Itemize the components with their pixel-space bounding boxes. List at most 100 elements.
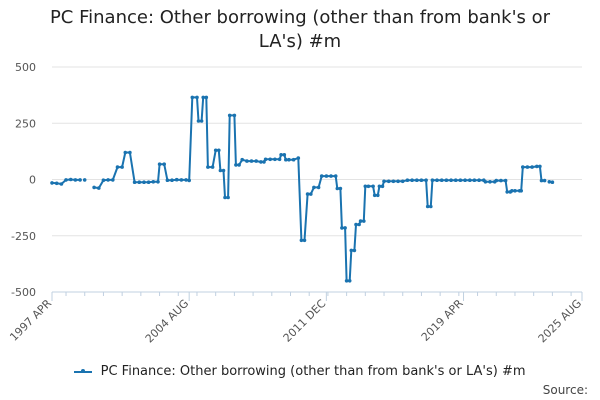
data-point[interactable] — [73, 178, 78, 182]
data-point[interactable] — [530, 165, 534, 169]
data-point[interactable] — [249, 159, 254, 163]
data-point[interactable] — [287, 157, 291, 162]
data-point[interactable] — [542, 178, 547, 183]
data-point[interactable] — [299, 238, 304, 243]
data-point[interactable] — [309, 192, 313, 196]
data-point[interactable] — [223, 195, 227, 200]
data-point[interactable] — [453, 178, 458, 182]
data-point[interactable] — [410, 178, 414, 182]
data-point[interactable] — [204, 95, 209, 100]
data-point[interactable] — [358, 219, 363, 223]
data-point[interactable] — [54, 181, 59, 186]
data-point[interactable] — [372, 193, 377, 198]
data-point[interactable] — [435, 178, 439, 182]
data-point[interactable] — [521, 165, 525, 169]
data-point[interactable] — [333, 174, 338, 178]
data-point[interactable] — [366, 184, 371, 189]
data-point[interactable] — [162, 162, 166, 166]
data-point[interactable] — [282, 153, 287, 157]
data-point[interactable] — [82, 178, 87, 182]
data-point[interactable] — [59, 182, 64, 186]
data-point[interactable] — [234, 163, 238, 167]
data-point[interactable] — [340, 226, 344, 230]
data-point[interactable] — [463, 178, 467, 182]
data-point[interactable] — [237, 163, 241, 167]
data-point[interactable] — [296, 156, 301, 160]
data-point[interactable] — [201, 95, 205, 100]
data-point[interactable] — [396, 179, 400, 184]
data-point[interactable] — [123, 150, 128, 155]
data-point[interactable] — [157, 162, 162, 166]
data-point[interactable] — [128, 150, 132, 155]
data-point[interactable] — [319, 174, 324, 178]
data-point[interactable] — [488, 180, 492, 184]
data-point[interactable] — [499, 178, 503, 183]
data-point[interactable] — [477, 178, 481, 182]
data-point[interactable] — [338, 186, 343, 191]
data-point[interactable] — [291, 157, 296, 162]
data-point[interactable] — [190, 95, 195, 100]
data-point[interactable] — [240, 157, 244, 162]
data-point[interactable] — [78, 178, 82, 182]
data-point[interactable] — [227, 113, 232, 118]
data-point[interactable] — [458, 178, 463, 182]
data-point[interactable] — [179, 178, 184, 182]
data-point[interactable] — [439, 178, 444, 182]
data-point[interactable] — [386, 179, 391, 184]
data-point[interactable] — [324, 174, 329, 178]
data-point[interactable] — [349, 248, 354, 253]
data-point[interactable] — [352, 248, 357, 253]
legend[interactable]: PC Finance: Other borrowing (other than … — [0, 364, 600, 379]
data-point[interactable] — [415, 178, 419, 182]
data-point[interactable] — [316, 185, 321, 190]
data-point[interactable] — [111, 178, 115, 182]
data-point[interactable] — [347, 279, 352, 283]
data-point[interactable] — [547, 180, 552, 184]
data-point[interactable] — [550, 180, 555, 184]
data-point[interactable] — [343, 226, 347, 230]
data-point[interactable] — [146, 180, 151, 184]
data-point[interactable] — [199, 119, 204, 123]
data-point[interactable] — [277, 157, 282, 162]
data-point[interactable] — [505, 190, 510, 194]
data-point[interactable] — [302, 238, 307, 243]
data-point[interactable] — [391, 179, 396, 184]
data-point[interactable] — [254, 159, 258, 163]
data-point[interactable] — [217, 148, 221, 153]
data-point[interactable] — [184, 178, 188, 182]
data-point[interactable] — [419, 178, 424, 182]
data-point[interactable] — [263, 157, 268, 162]
data-point[interactable] — [226, 195, 230, 200]
data-point[interactable] — [262, 160, 266, 164]
data-point[interactable] — [174, 177, 179, 182]
data-point[interactable] — [170, 178, 174, 182]
data-point[interactable] — [510, 189, 514, 193]
data-point[interactable] — [400, 179, 405, 184]
data-point[interactable] — [187, 178, 191, 183]
data-point[interactable] — [279, 153, 283, 157]
data-point[interactable] — [245, 159, 249, 163]
data-point[interactable] — [221, 168, 226, 173]
data-point[interactable] — [115, 165, 120, 169]
data-point[interactable] — [472, 178, 477, 182]
data-point[interactable] — [132, 180, 137, 184]
data-point[interactable] — [519, 189, 523, 193]
data-point[interactable] — [525, 165, 530, 169]
data-point[interactable] — [405, 178, 410, 182]
data-point[interactable] — [513, 189, 517, 193]
data-point[interactable] — [165, 178, 170, 182]
data-point[interactable] — [429, 204, 433, 209]
data-point[interactable] — [305, 192, 310, 196]
data-point[interactable] — [232, 113, 237, 118]
data-point[interactable] — [357, 222, 361, 227]
data-point[interactable] — [259, 160, 263, 164]
data-point[interactable] — [156, 180, 160, 184]
data-point[interactable] — [376, 193, 380, 198]
data-point[interactable] — [371, 184, 375, 189]
data-point[interactable] — [449, 178, 453, 182]
data-point[interactable] — [151, 180, 156, 184]
data-point[interactable] — [218, 168, 223, 173]
data-point[interactable] — [425, 204, 430, 209]
data-point[interactable] — [468, 178, 472, 182]
data-point[interactable] — [377, 184, 382, 189]
